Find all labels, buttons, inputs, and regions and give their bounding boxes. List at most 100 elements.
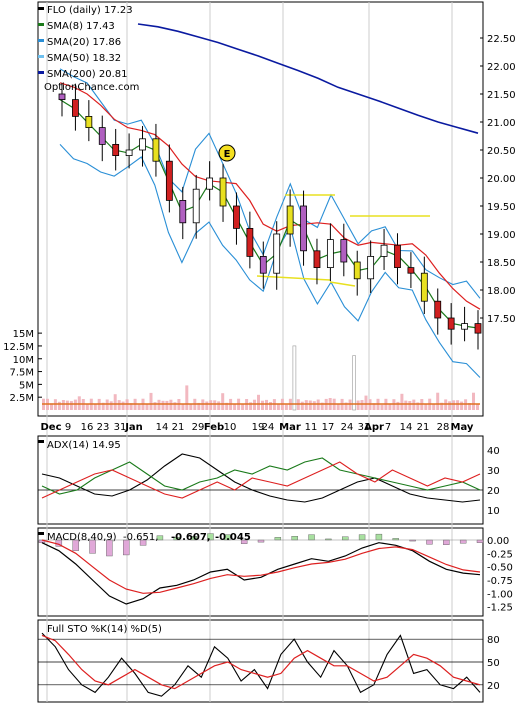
macd-y-tick-label: -0.50 <box>487 563 513 574</box>
candle-body <box>112 143 120 156</box>
candle-body <box>179 199 187 224</box>
volume-bar <box>225 402 229 410</box>
legend-swatch <box>38 71 44 74</box>
volume-bar <box>121 401 125 410</box>
adx-series-line <box>41 457 481 495</box>
candle-body <box>300 205 307 252</box>
x-axis-tick-label: 28 <box>437 422 450 433</box>
price-y-tick-label: 19.50 <box>487 202 516 213</box>
legend-swatch <box>38 7 44 10</box>
volume-bar <box>169 399 173 410</box>
volume-bar <box>93 404 97 410</box>
volume-bar <box>185 385 189 410</box>
candle-body <box>367 255 375 280</box>
price-y-tick-label: 18.50 <box>487 258 516 269</box>
candle-body <box>461 323 468 330</box>
macd-histogram-bar <box>443 539 450 545</box>
macd-histogram-bar <box>308 534 315 541</box>
macd-y-tick-label: -0.75 <box>487 576 513 587</box>
sto-legend-label: Full STO %K(14) %D(5) <box>47 624 162 635</box>
volume-tick-label: 5M <box>19 380 34 391</box>
volume-bar <box>137 404 141 410</box>
x-axis-tick-label: 9 <box>65 422 71 433</box>
volume-bar <box>109 401 113 410</box>
candle-body <box>326 239 334 269</box>
volume-bar <box>73 399 77 410</box>
candle-body <box>394 244 401 268</box>
volume-bar <box>308 400 312 410</box>
volume-tick-label: 15M <box>13 329 34 340</box>
macd-legend-label: MACD(8,40,9) <box>47 532 117 543</box>
x-axis-tick-label: 31 <box>114 422 127 433</box>
candle-body <box>85 116 93 129</box>
support-resistance-line <box>256 275 331 281</box>
volume-bar <box>320 402 324 410</box>
macd-legend-label: -0.651, <box>123 532 158 543</box>
volume-tick-label: 2.5M <box>9 393 34 404</box>
volume-bar <box>412 399 416 410</box>
volume-bar <box>69 401 73 410</box>
volume-bar <box>300 401 304 410</box>
volume-bar <box>129 403 133 410</box>
legend-swatch <box>38 55 44 58</box>
candle-body <box>259 255 267 274</box>
price-legend-label: SMA(8) 17.43 <box>47 21 115 32</box>
volume-bar <box>284 404 288 410</box>
sto-y-tick-label: 20 <box>487 681 500 692</box>
x-axis-tick-label: 10 <box>224 422 237 433</box>
volume-bar <box>217 401 221 410</box>
macd-histogram-bar <box>342 536 349 541</box>
volume-bar <box>153 402 157 410</box>
price-y-tick-label: 18.00 <box>487 286 516 297</box>
macd-histogram-bar <box>375 533 383 541</box>
candle-body <box>246 227 254 257</box>
price-y-tick-label: 21.00 <box>487 118 516 129</box>
volume-tick-label: 10M <box>13 355 34 366</box>
volume-bar <box>265 399 268 410</box>
volume-bar <box>213 400 217 410</box>
candle-body <box>340 239 348 263</box>
candle-body <box>219 177 227 207</box>
adx-series-line <box>41 461 481 499</box>
price-y-tick-label: 22.00 <box>487 62 516 73</box>
x-axis-tick-label: May <box>451 422 474 433</box>
volume-bar <box>101 402 105 410</box>
volume-bar <box>189 404 193 410</box>
adx-legend-label: ADX(14) 14.95 <box>47 440 121 451</box>
adx-y-tick-label: 40 <box>487 446 500 457</box>
x-axis-tick-label: 7 <box>385 422 391 433</box>
volume-bar <box>460 401 464 410</box>
price-y-tick-label: 20.00 <box>487 174 516 185</box>
x-axis-tick-label: 23 <box>97 422 110 433</box>
x-axis-tick-label: Jan <box>124 422 143 433</box>
x-axis-tick-label: 14 <box>156 422 169 433</box>
volume-tick-label: 12.5M <box>3 342 34 353</box>
candle-body <box>125 149 133 156</box>
volume-bar <box>276 403 280 410</box>
volume-bar <box>380 404 384 410</box>
volume-bar <box>197 402 201 410</box>
volume-bar <box>448 401 452 410</box>
volume-bar <box>344 402 348 410</box>
macd-histogram-bar <box>291 536 298 541</box>
price-y-tick-label: 19.00 <box>487 230 516 241</box>
volume-bar <box>416 402 420 410</box>
macd-y-tick-label: -0.25 <box>487 549 513 560</box>
x-axis-tick-label: Apr <box>364 422 384 433</box>
volume-bar <box>364 395 368 410</box>
volume-bar <box>253 399 256 410</box>
volume-bar <box>85 404 89 410</box>
volume-bar <box>312 401 316 410</box>
volume-bar <box>149 392 153 410</box>
price-y-tick-label: 21.50 <box>487 90 516 101</box>
macd-histogram-bar <box>358 534 366 541</box>
volume-bar <box>432 404 436 410</box>
volume-bar <box>233 404 237 410</box>
volume-bar <box>404 400 408 410</box>
volume-bar <box>181 403 185 410</box>
volume-bar <box>468 403 472 410</box>
price-panel-frame <box>37 1 484 417</box>
price-y-tick-label: 22.50 <box>487 34 516 45</box>
x-axis-tick-label: 24 <box>341 422 354 433</box>
